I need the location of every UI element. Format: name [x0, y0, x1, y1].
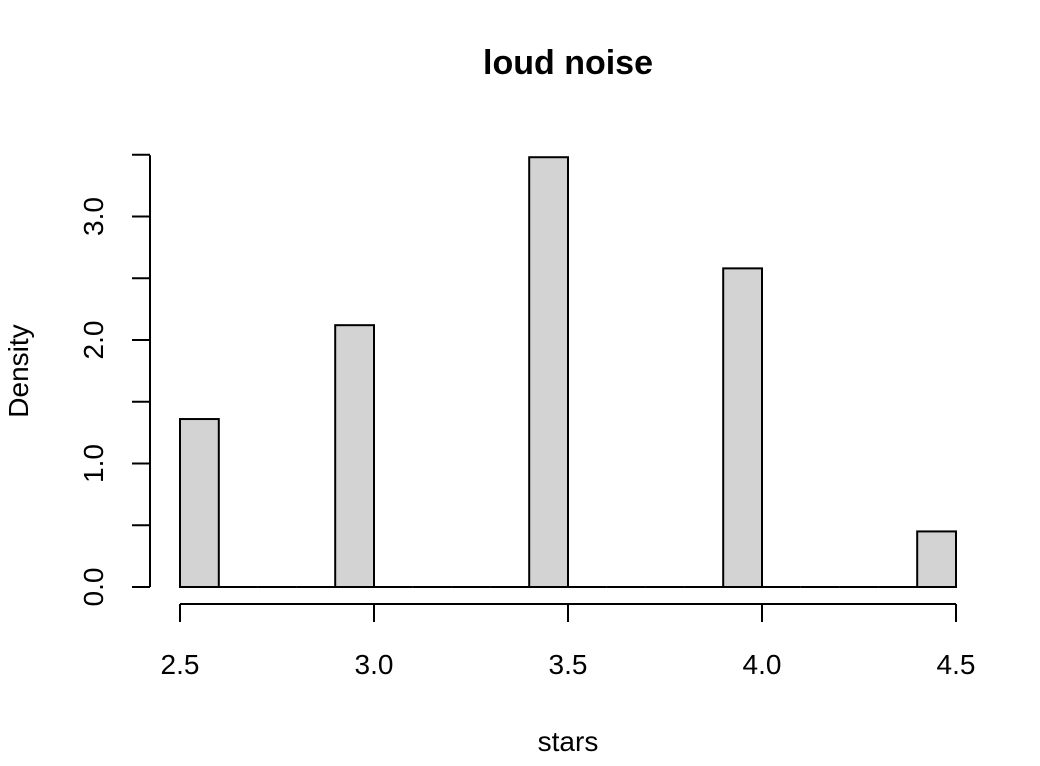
x-axis: 2.5 3.0 3.5 4.0 4.5: [161, 603, 976, 680]
x-axis-label: stars: [538, 726, 599, 757]
bars-group: [179, 156, 958, 589]
x-tick-label: 2.5: [161, 649, 200, 680]
histogram-bar: [179, 418, 220, 589]
x-tick-label: 3.0: [355, 649, 394, 680]
histogram-bar: [722, 267, 764, 588]
x-tick-label: 3.5: [549, 649, 588, 680]
histogram-bar: [528, 156, 570, 588]
y-tick-label: 1.0: [78, 444, 109, 483]
y-tick-label: 3.0: [78, 197, 109, 236]
y-tick-label: 0.0: [78, 568, 109, 607]
histogram-bar: [916, 530, 958, 588]
y-axis: 0.0 1.0 2.0 3.0: [78, 153, 151, 607]
chart-title: loud noise: [483, 44, 653, 82]
y-axis-label: Density: [3, 324, 34, 417]
y-tick-label: 2.0: [78, 321, 109, 360]
x-tick-label: 4.0: [743, 649, 782, 680]
histogram-bar: [334, 324, 376, 588]
x-tick-label: 4.5: [937, 649, 976, 680]
